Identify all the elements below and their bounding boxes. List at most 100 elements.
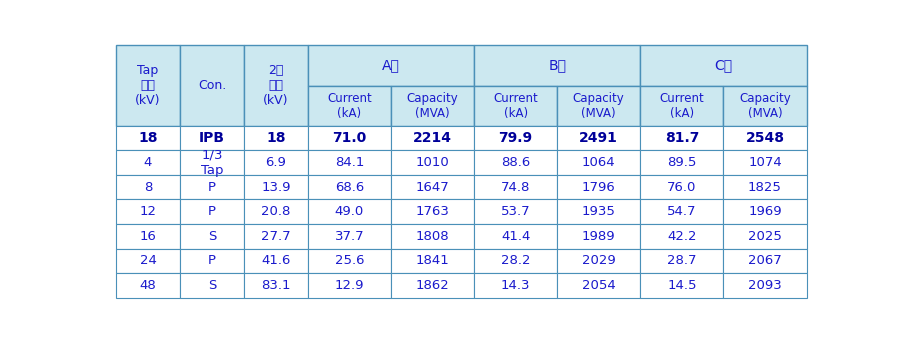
Bar [474, 150, 557, 175]
Text: B사: B사 [548, 59, 566, 73]
Text: 84.1: 84.1 [335, 156, 364, 169]
Bar [180, 199, 244, 224]
Text: 1989: 1989 [582, 230, 616, 243]
Text: S: S [208, 279, 216, 292]
Text: 25.6: 25.6 [335, 254, 365, 267]
Text: 2차
전압
(kV): 2차 전압 (kV) [263, 64, 289, 106]
Text: 13.9: 13.9 [261, 181, 291, 194]
Bar [724, 248, 806, 273]
Bar [724, 273, 806, 298]
Bar [557, 273, 640, 298]
Bar [180, 175, 244, 199]
Text: 2491: 2491 [580, 131, 618, 145]
Text: 42.2: 42.2 [667, 230, 697, 243]
Text: 53.7: 53.7 [500, 205, 530, 218]
Text: S: S [208, 230, 216, 243]
Text: C사: C사 [715, 59, 733, 73]
Bar [308, 273, 391, 298]
Text: 2093: 2093 [748, 279, 782, 292]
Text: Capacity
(MVA): Capacity (MVA) [407, 92, 458, 120]
Text: Capacity
(MVA): Capacity (MVA) [572, 92, 625, 120]
Bar [116, 150, 180, 175]
Bar [391, 86, 474, 126]
Bar [474, 199, 557, 224]
Bar [244, 175, 308, 199]
Bar [724, 126, 806, 150]
Bar [180, 273, 244, 298]
Text: Capacity
(MVA): Capacity (MVA) [739, 92, 791, 120]
Text: Current
(kA): Current (kA) [660, 92, 704, 120]
Text: P: P [208, 205, 216, 218]
Bar [308, 45, 474, 86]
Bar [557, 248, 640, 273]
Bar [724, 199, 806, 224]
Bar [724, 175, 806, 199]
Bar [557, 224, 640, 248]
Text: 49.0: 49.0 [335, 205, 364, 218]
Bar [180, 126, 244, 150]
Bar [180, 150, 244, 175]
Text: 1074: 1074 [748, 156, 782, 169]
Text: 74.8: 74.8 [501, 181, 530, 194]
Text: 2548: 2548 [745, 131, 785, 145]
Bar [244, 273, 308, 298]
Text: 2025: 2025 [748, 230, 782, 243]
Text: 1862: 1862 [416, 279, 449, 292]
Bar [724, 150, 806, 175]
Text: 28.7: 28.7 [667, 254, 697, 267]
Bar [180, 45, 244, 126]
Bar [391, 224, 474, 248]
Text: 1825: 1825 [748, 181, 782, 194]
Text: P: P [208, 254, 216, 267]
Bar [244, 248, 308, 273]
Text: 8: 8 [144, 181, 152, 194]
Bar [557, 175, 640, 199]
Bar [391, 273, 474, 298]
Bar [244, 224, 308, 248]
Bar [116, 199, 180, 224]
Text: 37.7: 37.7 [335, 230, 365, 243]
Text: 2054: 2054 [581, 279, 616, 292]
Text: P: P [208, 181, 216, 194]
Bar [474, 45, 640, 86]
Bar [308, 126, 391, 150]
Text: 41.6: 41.6 [261, 254, 291, 267]
Text: A사: A사 [382, 59, 400, 73]
Text: Tap
전압
(kV): Tap 전압 (kV) [135, 64, 161, 106]
Bar [474, 248, 557, 273]
Text: 1/3
Tap: 1/3 Tap [201, 148, 223, 177]
Bar [640, 199, 724, 224]
Text: 1763: 1763 [416, 205, 449, 218]
Text: 68.6: 68.6 [335, 181, 364, 194]
Bar [640, 175, 724, 199]
Bar [391, 126, 474, 150]
Bar [724, 224, 806, 248]
Bar [640, 248, 724, 273]
Text: 1808: 1808 [416, 230, 449, 243]
Bar [557, 150, 640, 175]
Bar [116, 273, 180, 298]
Bar [474, 126, 557, 150]
Bar [308, 86, 391, 126]
Bar [180, 224, 244, 248]
Bar [391, 150, 474, 175]
Bar [557, 126, 640, 150]
Text: 79.9: 79.9 [499, 131, 533, 145]
Text: 6.9: 6.9 [266, 156, 286, 169]
Bar [640, 150, 724, 175]
Text: 20.8: 20.8 [261, 205, 291, 218]
Bar [474, 86, 557, 126]
Bar [180, 248, 244, 273]
Text: 41.4: 41.4 [501, 230, 530, 243]
Text: 14.3: 14.3 [500, 279, 530, 292]
Text: 83.1: 83.1 [261, 279, 291, 292]
Text: 28.2: 28.2 [500, 254, 530, 267]
Bar [557, 86, 640, 126]
Bar [244, 199, 308, 224]
Bar [308, 224, 391, 248]
Text: 1796: 1796 [581, 181, 616, 194]
Text: 89.5: 89.5 [667, 156, 697, 169]
Bar [640, 224, 724, 248]
Bar [640, 45, 806, 86]
Bar [557, 199, 640, 224]
